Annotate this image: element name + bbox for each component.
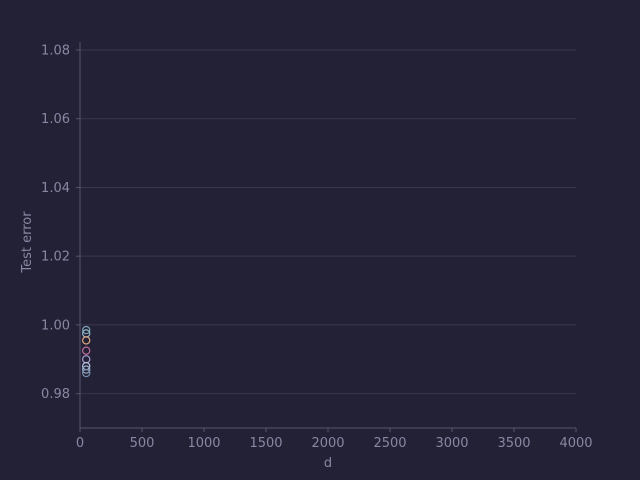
data-point-0-0 — [81, 325, 91, 335]
x-tick-label-4: 2000 — [311, 436, 344, 451]
y-tick-label-4: 1.06 — [41, 112, 70, 127]
x-tick-label-8: 4000 — [559, 436, 592, 451]
x-tick-label-2: 1000 — [187, 436, 220, 451]
y-tick-label-2: 1.02 — [41, 250, 70, 265]
y-tick-label-3: 1.04 — [41, 181, 70, 196]
axes — [76, 42, 577, 432]
data-points — [81, 325, 91, 378]
x-tick-label-3: 1500 — [249, 436, 282, 451]
x-tick-label-7: 3500 — [497, 436, 530, 451]
x-tick-label-6: 3000 — [435, 436, 468, 451]
data-point-6-0 — [81, 365, 91, 374]
y-axis-label: Test error — [20, 211, 35, 274]
x-axis-label: d — [324, 456, 332, 471]
tick-labels: 0.98 1.00 1.02 1.04 1.06 1.08 0 500 1000 1500 2000… — [41, 44, 593, 452]
data-point-2-0 — [81, 336, 91, 345]
x-tick-label-0: 0 — [76, 436, 84, 451]
y-tick-label-1: 1.00 — [41, 318, 70, 333]
x-tick-label-1: 500 — [130, 436, 155, 451]
data-point-3-0 — [81, 346, 91, 355]
x-tick-label-5: 2500 — [373, 436, 406, 451]
data-point-4-0 — [81, 355, 91, 364]
y-tick-label-5: 1.08 — [41, 44, 70, 59]
grid-lines — [80, 49, 576, 395]
y-tick-label-0: 0.98 — [41, 387, 70, 402]
data-point-7-0 — [81, 368, 91, 378]
